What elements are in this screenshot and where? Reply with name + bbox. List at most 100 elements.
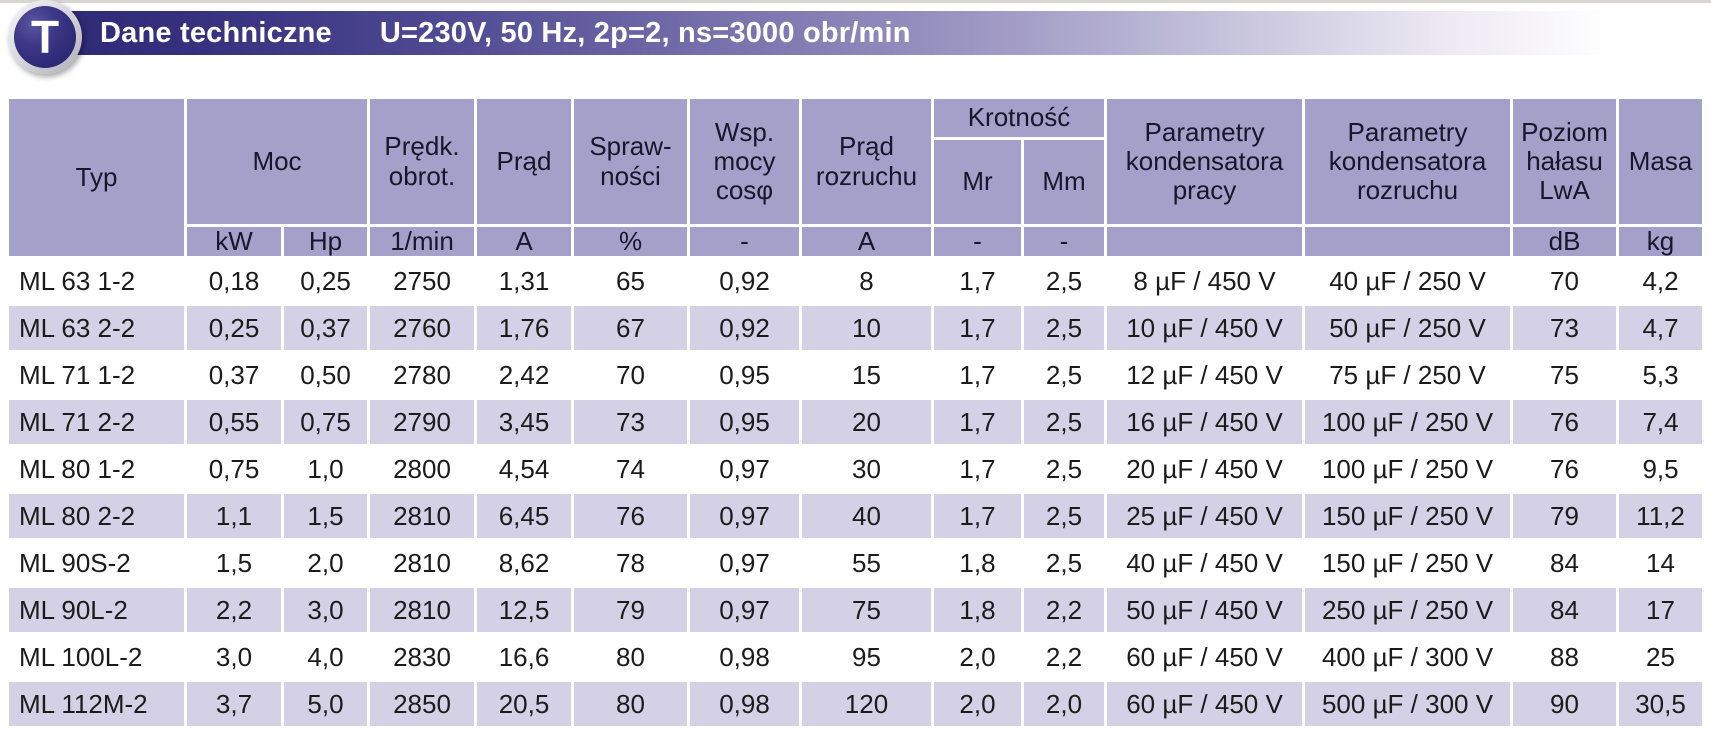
- table-cell: 2750: [370, 259, 474, 304]
- table-cell: 400 µF / 300 V: [1305, 635, 1511, 680]
- table-cell: 0,97: [690, 588, 799, 633]
- motor-type-cell: ML 63 1-2: [9, 259, 184, 304]
- scan-edge-line: [0, 0, 1711, 3]
- col-header-typ: Typ: [9, 99, 184, 257]
- table-cell: 6,45: [477, 494, 571, 539]
- table-cell: 1,7: [934, 494, 1021, 539]
- table-cell: 2,0: [934, 682, 1021, 727]
- table-cell: 0,25: [284, 259, 367, 304]
- motor-type-cell: ML 63 2-2: [9, 306, 184, 351]
- col-header-mm: Mm: [1024, 140, 1105, 224]
- table-cell: 10 µF / 450 V: [1107, 306, 1303, 351]
- table-cell: 0,98: [690, 635, 799, 680]
- table-cell: 1,1: [187, 494, 281, 539]
- table-cell: 79: [574, 588, 687, 633]
- col-header-sprawnosci: Spraw- ności: [574, 99, 687, 224]
- col-header-prad-rozruchu: Prąd rozruchu: [802, 99, 931, 224]
- table-cell: 30: [802, 447, 931, 492]
- table-cell: 10: [802, 306, 931, 351]
- table-cell: 1,31: [477, 259, 571, 304]
- unit-cell: [1107, 227, 1303, 257]
- table-cell: 0,18: [187, 259, 281, 304]
- table-cell: 73: [574, 400, 687, 445]
- table-cell: 2,5: [1024, 353, 1105, 398]
- unit-cell: -: [934, 226, 1021, 257]
- table-row: ML 90L-2 2,2 3,0 2810 12,5 79 0,97 75 1,8 2,2 50 µ…: [9, 588, 1703, 633]
- table-cell: 12 µF / 450 V: [1107, 353, 1303, 398]
- table-body: ML 63 1-2 0,18 0,25 2750 1,31 65 0,92 8 1,7 2,5 8 …: [9, 259, 1703, 727]
- table-cell: 3,0: [284, 588, 367, 633]
- table-cell: 5,3: [1619, 353, 1703, 398]
- table-cell: 40: [802, 494, 931, 539]
- table-cell: 2,2: [187, 588, 281, 633]
- table-row: ML 71 1-2 0,37 0,50 2780 2,42 70 0,95 15 1,7 2,5 1…: [9, 353, 1703, 398]
- table-cell: 14: [1619, 541, 1703, 586]
- table-cell: 25 µF / 450 V: [1107, 494, 1303, 539]
- table-cell: 50 µF / 250 V: [1305, 306, 1511, 351]
- table-cell: 0,75: [187, 447, 281, 492]
- table-cell: 0,37: [284, 306, 367, 351]
- motor-type-cell: ML 80 2-2: [9, 494, 184, 539]
- table-cell: 2,2: [1024, 635, 1105, 680]
- col-header-parametry-pracy: Parametry kondensatora pracy: [1107, 99, 1303, 224]
- table-cell: 0,98: [690, 682, 799, 727]
- badge-letter: T: [14, 6, 76, 68]
- table-cell: 17: [1619, 588, 1703, 633]
- table-cell: 70: [1513, 259, 1617, 304]
- table-cell: 1,5: [284, 494, 367, 539]
- unit-cell: -: [690, 226, 799, 257]
- table-cell: 74: [574, 447, 687, 492]
- table-cell: 100 µF / 250 V: [1305, 447, 1511, 492]
- table-cell: 100 µF / 250 V: [1305, 400, 1511, 445]
- unit-cell: %: [574, 226, 687, 257]
- table-cell: 25: [1619, 635, 1703, 680]
- table-cell: 75 µF / 250 V: [1305, 353, 1511, 398]
- table-cell: 2830: [370, 635, 474, 680]
- table-cell: 70: [574, 353, 687, 398]
- table-cell: 65: [574, 259, 687, 304]
- title-bar: Dane techniczne U=230V, 50 Hz, 2p=2, ns=…: [42, 11, 1711, 55]
- unit-cell: A: [477, 226, 571, 257]
- table-cell: 2,5: [1024, 259, 1105, 304]
- table-cell: 250 µF / 250 V: [1305, 588, 1511, 633]
- table-cell: 2810: [370, 541, 474, 586]
- table-cell: 78: [574, 541, 687, 586]
- col-header-mr: Mr: [934, 140, 1021, 224]
- table-cell: 2850: [370, 682, 474, 727]
- table-cell: 20 µF / 450 V: [1107, 447, 1303, 492]
- col-header-masa: Masa: [1619, 99, 1703, 224]
- table-cell: 0,97: [690, 447, 799, 492]
- table-cell: 12,5: [477, 588, 571, 633]
- motor-type-cell: ML 71 1-2: [9, 353, 184, 398]
- table-cell: 88: [1513, 635, 1617, 680]
- table-cell: 79: [1513, 494, 1617, 539]
- table-cell: 1,7: [934, 400, 1021, 445]
- unit-cell: A: [802, 226, 931, 257]
- col-header-predk-obrot: Prędk. obrot.: [370, 99, 474, 224]
- table-cell: 1,5: [187, 541, 281, 586]
- table-cell: 2810: [370, 588, 474, 633]
- motor-type-cell: ML 100L-2: [9, 635, 184, 680]
- table-cell: 9,5: [1619, 447, 1703, 492]
- table-cell: 0,92: [690, 259, 799, 304]
- table-cell: 0,95: [690, 400, 799, 445]
- table-row: ML 63 2-2 0,25 0,37 2760 1,76 67 0,92 10 1,7 2,5 1…: [9, 306, 1703, 351]
- table-cell: 1,0: [284, 447, 367, 492]
- table-cell: 67: [574, 306, 687, 351]
- unit-cell: -: [1024, 226, 1105, 257]
- table-cell: 2760: [370, 306, 474, 351]
- table-cell: 2,2: [1024, 588, 1105, 633]
- table-cell: 80: [574, 682, 687, 727]
- col-header-prad: Prąd: [477, 99, 571, 224]
- table-cell: 2,5: [1024, 541, 1105, 586]
- unit-cell: 1/min: [370, 226, 474, 257]
- table-cell: 1,7: [934, 259, 1021, 304]
- electrical-conditions: U=230V, 50 Hz, 2p=2, ns=3000 obr/min: [379, 16, 911, 49]
- table-cell: 3,0: [187, 635, 281, 680]
- table-cell: 2810: [370, 494, 474, 539]
- table-row: ML 63 1-2 0,18 0,25 2750 1,31 65 0,92 8 1,7 2,5 8 …: [9, 259, 1703, 304]
- table-cell: 4,7: [1619, 306, 1703, 351]
- table-cell: 4,2: [1619, 259, 1703, 304]
- table-cell: 76: [574, 494, 687, 539]
- table-cell: 0,37: [187, 353, 281, 398]
